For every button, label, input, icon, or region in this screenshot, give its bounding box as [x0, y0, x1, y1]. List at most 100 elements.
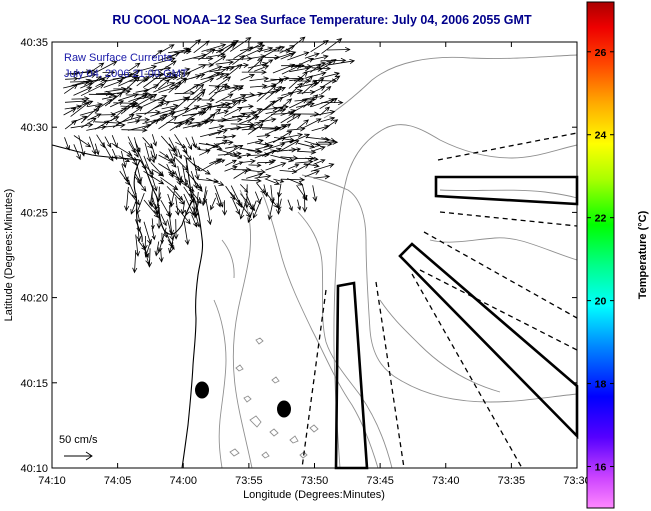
y-tick-label: 40:35 — [20, 37, 48, 49]
current-vector — [216, 109, 229, 115]
current-vector — [304, 140, 321, 147]
current-vector — [135, 117, 151, 123]
y-tick-label: 40:15 — [20, 378, 48, 390]
current-vector — [109, 100, 125, 108]
current-vector — [175, 205, 191, 225]
current-vector — [217, 104, 233, 110]
current-vector — [215, 93, 234, 104]
station-marker-1 — [195, 381, 209, 399]
current-vector — [153, 82, 176, 93]
current-vector — [152, 178, 158, 192]
current-vector — [285, 132, 304, 138]
current-vector — [120, 150, 127, 169]
current-vector — [265, 85, 283, 100]
current-vector — [246, 138, 264, 145]
current-vector — [144, 73, 156, 82]
current-vector — [192, 163, 211, 175]
scale-arrow — [64, 451, 93, 461]
current-vector — [130, 199, 137, 215]
current-vector — [310, 163, 335, 172]
current-vector — [166, 156, 177, 168]
current-vector — [166, 163, 174, 178]
current-vector — [313, 174, 331, 180]
current-vector — [209, 65, 235, 73]
current-vector — [64, 98, 88, 104]
current-vector — [302, 193, 308, 213]
x-tick-label: 74:05 — [104, 475, 132, 487]
current-vector — [247, 113, 258, 124]
surface-current-vectors — [63, 36, 356, 274]
current-vector — [143, 84, 160, 93]
current-vector — [310, 109, 336, 117]
colorbar-tick-label: 22 — [595, 213, 607, 225]
current-vector — [151, 143, 157, 160]
current-vector — [304, 61, 327, 68]
current-vector — [255, 100, 276, 117]
current-vector — [175, 120, 190, 128]
current-vector — [127, 189, 140, 206]
current-vector — [110, 106, 127, 122]
current-vector — [143, 119, 160, 129]
current-vector — [267, 197, 275, 221]
current-vector — [280, 113, 297, 124]
current-vector — [78, 73, 97, 80]
current-vector — [102, 70, 116, 75]
current-vector — [224, 85, 244, 91]
current-vector — [248, 54, 267, 60]
current-vector — [134, 141, 141, 153]
current-vector — [296, 119, 310, 130]
colorbar-tick-label: 18 — [595, 379, 607, 391]
x-tick-label: 74:00 — [169, 475, 197, 487]
current-vector — [158, 112, 176, 122]
current-vector — [159, 151, 170, 158]
current-vector — [152, 49, 163, 59]
current-vector — [272, 130, 293, 143]
current-vector — [295, 163, 310, 172]
current-vector — [144, 247, 149, 259]
current-vector — [185, 200, 192, 216]
current-vector — [247, 58, 263, 72]
current-vector — [161, 103, 179, 110]
current-vector — [270, 154, 295, 163]
current-vector — [198, 178, 220, 184]
current-vector — [168, 137, 177, 152]
current-vector — [311, 86, 326, 94]
current-vector — [127, 136, 139, 158]
current-vector — [64, 119, 78, 130]
current-vector — [128, 62, 141, 72]
x-tick-label: 74:10 — [38, 475, 66, 487]
colorbar-tick-label: 24 — [595, 130, 607, 142]
current-vector — [137, 212, 142, 224]
current-vector — [167, 205, 173, 218]
current-vector — [208, 124, 225, 130]
current-vector — [257, 46, 282, 60]
current-vector — [302, 75, 314, 86]
current-vector — [217, 66, 230, 76]
current-vector — [200, 158, 223, 172]
current-vector — [302, 118, 322, 129]
current-vector — [65, 76, 79, 82]
current-vector — [225, 144, 239, 150]
current-vector — [310, 64, 322, 73]
transect-lines — [301, 132, 578, 469]
current-vector — [94, 143, 100, 156]
current-vector — [208, 128, 228, 137]
current-vector — [275, 192, 281, 215]
current-vector — [101, 94, 118, 100]
current-vector — [224, 134, 237, 139]
current-vector — [160, 232, 165, 245]
current-vector — [134, 234, 140, 257]
current-vector — [263, 142, 286, 151]
current-vector — [311, 145, 326, 152]
current-vector — [286, 114, 302, 123]
x-tick-label: 73:55 — [235, 475, 263, 487]
current-vector — [156, 207, 162, 230]
current-vector — [201, 105, 213, 116]
current-vector — [118, 93, 139, 101]
current-vector — [249, 76, 270, 82]
current-vector — [127, 123, 152, 131]
current-vector — [70, 122, 94, 129]
current-vector — [111, 148, 118, 161]
current-vector — [104, 92, 123, 107]
current-vector — [279, 168, 298, 174]
